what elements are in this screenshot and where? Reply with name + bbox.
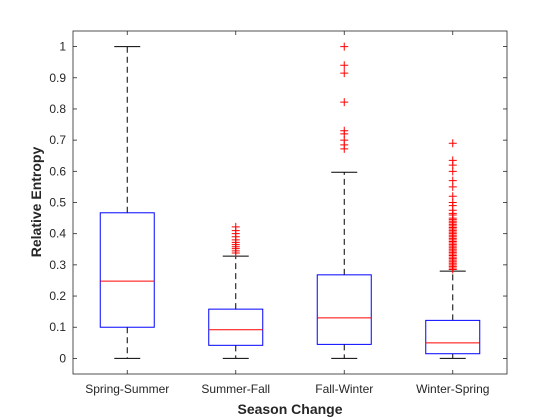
outlier-point <box>448 176 457 185</box>
y-tick-label: 0 <box>59 351 66 365</box>
iqr-box <box>316 274 372 345</box>
y-tick-label: 0.3 <box>49 258 66 272</box>
iqr-box <box>99 212 155 328</box>
outlier-point <box>340 61 349 70</box>
outlier-point <box>340 69 349 78</box>
outlier-point <box>448 192 457 201</box>
box-group-winter-spring <box>425 139 481 359</box>
x-tick-label: Fall-Winter <box>315 382 373 396</box>
y-tick-label: 0.2 <box>49 289 66 303</box>
outlier-point <box>448 139 457 148</box>
y-tick-label: 0.8 <box>49 102 66 116</box>
box-group-spring-summer <box>99 46 155 359</box>
y-tick-label: 0.4 <box>49 227 66 241</box>
plot-area-background <box>73 31 507 374</box>
chart-axes: 0 0.1 0.2 0.3 0.4 0.5 0.6 0.7 0.8 0.9 1 Spring-Summ… <box>49 30 508 396</box>
y-tick-label: 0.1 <box>49 320 66 334</box>
iqr-box <box>425 319 481 355</box>
box-group-summer-fall <box>208 222 264 359</box>
chart-marks <box>99 42 481 359</box>
outlier-point <box>231 222 240 231</box>
y-axis-label: Relative Entropy <box>28 147 44 258</box>
x-axis-label: Season Change <box>237 401 342 417</box>
box-group-fall-winter <box>316 42 372 359</box>
y-tick-label: 0.9 <box>49 71 66 85</box>
x-tick-label: Spring-Summer <box>85 382 169 396</box>
y-tick-label: 0.6 <box>49 164 66 178</box>
y-tick-label: 0.7 <box>49 133 66 147</box>
outlier-point <box>340 42 349 51</box>
x-tick-label: Summer-Fall <box>201 382 270 396</box>
outlier-point <box>340 98 349 107</box>
y-tick-label: 0.5 <box>49 196 66 210</box>
x-tick-label: Winter-Spring <box>416 382 489 396</box>
outlier-point <box>340 126 349 135</box>
outlier-point <box>448 156 457 165</box>
y-tick-label: 1 <box>59 40 66 54</box>
iqr-box <box>208 308 264 346</box>
